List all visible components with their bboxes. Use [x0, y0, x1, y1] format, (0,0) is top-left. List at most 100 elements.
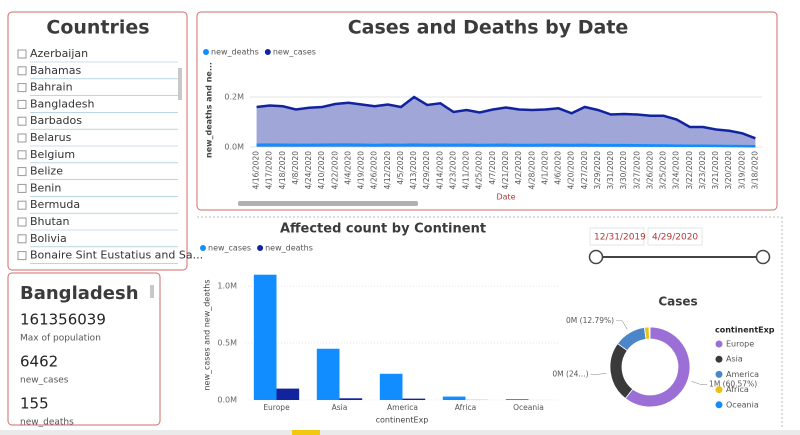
- x-tick-label: 3/26/2020: [645, 151, 654, 190]
- checkbox[interactable]: [17, 200, 27, 210]
- slicer-item: Bhutan: [30, 215, 70, 228]
- x-tick-label: 4/11/2020: [462, 151, 471, 190]
- checkbox[interactable]: [17, 66, 27, 76]
- donut-slice: [609, 342, 634, 400]
- slicer-item: Benin: [30, 181, 61, 194]
- scrollbar[interactable]: [238, 201, 418, 206]
- legend-marker: [715, 340, 723, 348]
- tab[interactable]: [292, 430, 320, 435]
- x-tick-label: 3/20/2020: [724, 151, 733, 190]
- x-tick-label: 3/23/2020: [698, 151, 707, 190]
- bar: [442, 396, 466, 400]
- checkbox[interactable]: [17, 133, 27, 143]
- card-label: new_deaths: [20, 418, 74, 428]
- x-tick-label: 3/19/2020: [737, 151, 746, 190]
- card-value: 161356039: [20, 311, 106, 329]
- x-tick-label: 4/2/2020: [514, 151, 523, 185]
- bar: [505, 399, 529, 400]
- y-tick-label: 0.2M: [224, 93, 244, 102]
- x-tick-label: 4/14/2020: [435, 151, 444, 190]
- x-tick-label: Oceania: [513, 403, 544, 412]
- x-tick-label: Europe: [263, 403, 290, 412]
- card-value: 6462: [20, 353, 58, 371]
- x-tick-label: 4/16/2020: [252, 151, 261, 190]
- checkbox[interactable]: [17, 49, 27, 59]
- x-tick-label: 3/22/2020: [685, 151, 694, 190]
- legend-marker: [257, 245, 264, 251]
- checkbox[interactable]: [17, 167, 27, 177]
- slicer-item: Belarus: [30, 131, 72, 144]
- date-box[interactable]: [647, 227, 703, 246]
- checkbox[interactable]: [17, 116, 27, 126]
- checkbox[interactable]: [17, 251, 27, 261]
- x-tick-label: 4/5/2020: [396, 151, 405, 185]
- area: [256, 97, 756, 147]
- legend-marker: [715, 401, 723, 409]
- slicer-item: Bahrain: [30, 81, 73, 94]
- slicer-item: Barbados: [30, 114, 82, 127]
- x-tick-label: 4/17/2020: [265, 151, 274, 190]
- bar: [339, 398, 363, 400]
- legend-marker: [264, 49, 271, 55]
- bar: [402, 398, 426, 400]
- x-tick-label: 4/25/2020: [475, 151, 484, 190]
- x-tick-label: Africa: [455, 403, 476, 412]
- chart-title: Cases and Deaths by Date: [348, 17, 629, 39]
- x-tick-label: America: [387, 403, 418, 412]
- line: [256, 143, 756, 148]
- legend-label: new_deaths: [211, 48, 259, 57]
- x-tick-label: 4/4/2020: [343, 151, 352, 185]
- x-tick-label: 4/28/2020: [527, 151, 536, 190]
- slicer-item: Azerbaijan: [30, 47, 88, 60]
- legend-label: America: [726, 370, 759, 379]
- legend-label: Oceania: [726, 400, 759, 409]
- checkbox[interactable]: [17, 83, 27, 93]
- x-tick-label: 3/27/2020: [632, 151, 641, 190]
- checkbox[interactable]: [17, 99, 27, 109]
- legend-marker: [200, 245, 206, 251]
- line: [256, 95, 756, 140]
- leader-line: [616, 320, 628, 330]
- date-end: 4/29/2020: [652, 233, 698, 243]
- checkbox[interactable]: [17, 217, 27, 227]
- legend-marker: [715, 370, 723, 378]
- checkbox[interactable]: [17, 150, 27, 160]
- x-axis-title: Date: [496, 193, 515, 202]
- checkbox[interactable]: [17, 183, 27, 193]
- legend-label: Asia: [726, 355, 743, 364]
- x-tick-label: 4/21/2020: [501, 151, 510, 190]
- legend-label: Africa: [726, 385, 749, 394]
- donut-slice: [648, 326, 651, 340]
- y-axis-title: new_cases and new_deaths: [203, 279, 212, 390]
- card-label: Max of population: [20, 334, 101, 344]
- x-tick-label: 4/8/2020: [291, 151, 300, 185]
- legend-label: new_cases: [273, 48, 316, 57]
- slicer-item: Bermuda: [30, 198, 80, 211]
- x-tick-label: 4/18/2020: [278, 151, 287, 190]
- checkbox[interactable]: [17, 234, 27, 244]
- legend-marker: [715, 386, 723, 394]
- date-box[interactable]: [589, 227, 645, 246]
- card-label: new_cases: [20, 376, 69, 386]
- x-tick-label: 4/13/2020: [409, 151, 418, 190]
- slicer-item: Bangladesh: [30, 97, 95, 110]
- x-tick-label: Asia: [332, 403, 348, 412]
- slider-handle[interactable]: [588, 249, 604, 265]
- data-label: 0M (12.79%): [566, 316, 614, 325]
- slider-handle[interactable]: [755, 249, 771, 265]
- slicer-item: Bolivia: [30, 232, 67, 245]
- data-label: 1M (60.57%): [709, 380, 757, 389]
- bar: [253, 274, 277, 400]
- donut-slice: [617, 326, 647, 352]
- slicer-item: Bonaire Sint Eustatius and Sa...: [30, 249, 203, 262]
- scrollbar[interactable]: [150, 285, 154, 298]
- x-tick-label: 4/1/2020: [540, 151, 549, 185]
- x-tick-label: 4/24/2020: [304, 151, 313, 190]
- scrollbar[interactable]: [178, 68, 182, 100]
- y-tick-label: 0.0M: [224, 143, 244, 152]
- legend-marker: [715, 355, 723, 363]
- leader-line: [691, 381, 708, 385]
- slicer-item: Bahamas: [30, 64, 81, 77]
- x-tick-label: 4/23/2020: [448, 151, 457, 190]
